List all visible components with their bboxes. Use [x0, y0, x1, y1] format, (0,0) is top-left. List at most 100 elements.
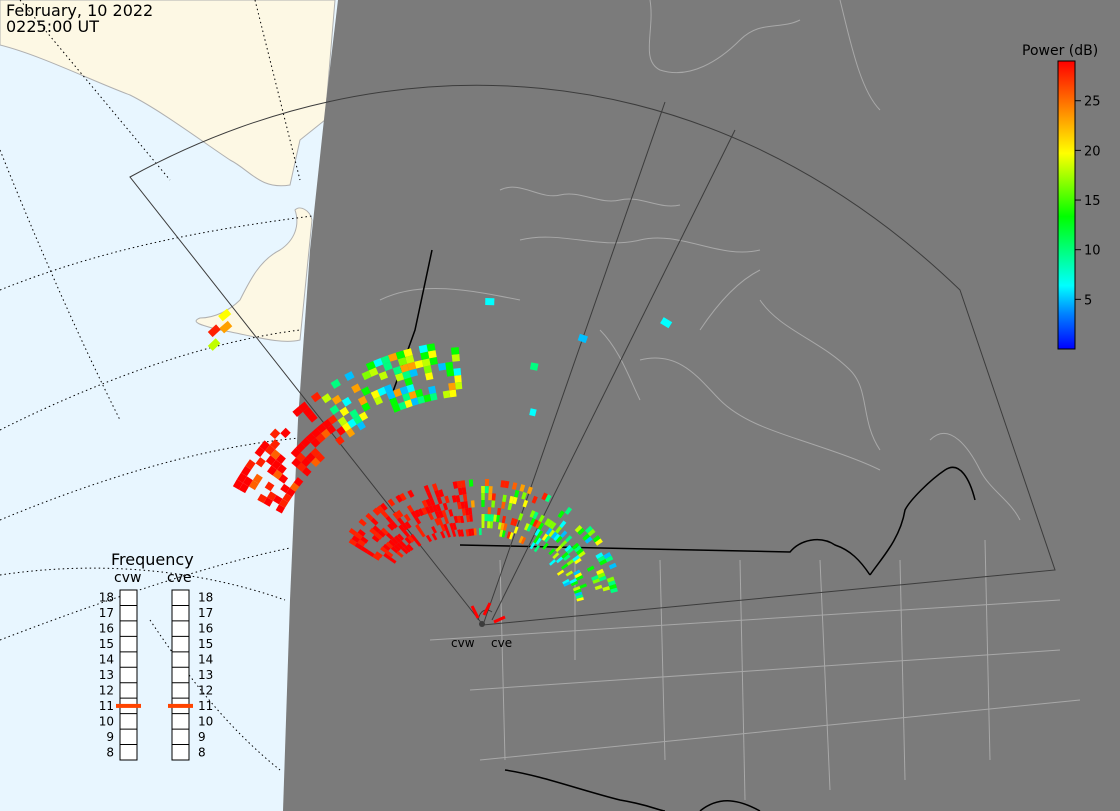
echo-cell: [518, 535, 524, 544]
frequency-label-right: 9: [198, 730, 206, 744]
echo-cell: [257, 493, 267, 504]
echo-cell: [396, 542, 404, 550]
echo-cell: [272, 469, 283, 480]
echo-cell: [491, 500, 496, 508]
echo-cell: [370, 517, 379, 526]
echo-cell: [407, 361, 417, 371]
echo-cell: [485, 298, 495, 306]
echo-cell: [461, 508, 466, 516]
frequency-label-right: 17: [198, 606, 213, 620]
echo-cell: [239, 483, 249, 494]
echo-cell: [366, 550, 375, 557]
echo-cell: [327, 414, 338, 425]
echo-cell: [383, 552, 391, 560]
echo-cell: [598, 575, 607, 582]
echo-cell: [348, 538, 357, 546]
echo-cell: [496, 514, 500, 523]
echo-cell: [395, 350, 406, 360]
colorbar-tick-label: 25: [1084, 95, 1101, 110]
echo-cell: [550, 531, 558, 539]
echo-cell: [361, 370, 372, 381]
echo-cell: [562, 578, 570, 585]
echo-cell: [301, 457, 311, 467]
echo-cell: [403, 348, 413, 358]
radar-beam-mark: [470, 605, 480, 619]
echo-cell: [493, 514, 497, 522]
echo-cell: [373, 396, 383, 406]
frequency-label-right: 18: [198, 591, 213, 605]
echo-cell: [603, 552, 612, 559]
echo-cell: [419, 529, 426, 538]
echo-cell: [490, 514, 494, 522]
echo-cell: [415, 524, 422, 532]
echo-cell: [572, 586, 581, 592]
echo-cell: [431, 483, 439, 492]
echo-cell: [592, 535, 601, 543]
echo-cell: [242, 476, 253, 487]
echo-cell: [410, 397, 419, 406]
echo-cell: [425, 372, 434, 381]
frequency-label-right: 15: [198, 637, 213, 651]
echo-cell: [404, 536, 412, 545]
echo-cell: [361, 386, 371, 396]
echo-cell: [267, 491, 277, 501]
echo-cell: [534, 528, 541, 536]
echo-cell: [451, 529, 457, 537]
echo-cell: [435, 503, 442, 512]
echo-cell: [386, 532, 394, 540]
echo-cell: [468, 507, 473, 515]
echo-cell: [390, 546, 399, 554]
echo-cell: [518, 513, 524, 521]
echo-cell: [358, 411, 369, 421]
echo-cell: [424, 506, 431, 514]
echo-cell: [315, 452, 325, 463]
frequency-label-right: 10: [198, 714, 213, 728]
frequency-label-left: 11: [99, 699, 114, 713]
echo-cell: [443, 516, 450, 525]
echo-cell: [548, 548, 556, 556]
echo-cell: [457, 501, 462, 510]
echo-cell: [587, 528, 596, 537]
echo-cell: [571, 542, 580, 550]
echo-cell: [270, 449, 281, 460]
echo-cell: [520, 536, 527, 545]
echo-cell: [369, 527, 378, 536]
echo-cell: [399, 363, 410, 373]
echo-cell: [548, 529, 555, 538]
echo-cell: [608, 580, 616, 586]
echo-cell: [370, 389, 381, 399]
echo-cell: [372, 554, 381, 561]
echo-cell: [526, 524, 533, 532]
echo-cell: [660, 317, 673, 329]
echo-cell: [393, 388, 402, 398]
echo-cell: [316, 423, 327, 434]
echo-cell: [533, 536, 540, 544]
echo-cell: [310, 457, 321, 467]
echo-cell: [504, 480, 510, 489]
echo-cell: [356, 421, 366, 431]
echo-cell: [315, 433, 326, 444]
echo-cell: [399, 540, 407, 548]
echo-cell: [437, 362, 447, 371]
echo-cell: [417, 508, 425, 517]
colorbar-tick-label: 20: [1084, 144, 1101, 159]
echo-cell: [322, 419, 332, 429]
echo-cell: [572, 555, 580, 562]
echo-cell: [391, 403, 401, 413]
echo-cell: [423, 394, 432, 403]
echo-cell: [538, 514, 545, 523]
echo-cell: [556, 556, 564, 564]
echo-cell: [296, 462, 307, 472]
echo-cell: [421, 358, 431, 367]
echo-cell: [544, 535, 551, 543]
echo-cell: [574, 591, 583, 597]
echo-cell: [388, 352, 398, 362]
echo-cell: [389, 397, 399, 407]
echo-cell: [597, 572, 606, 579]
echo-cell: [442, 502, 449, 511]
echo-cell: [434, 489, 441, 498]
echo-cell: [273, 495, 283, 505]
echo-cell: [341, 396, 352, 407]
echo-cell: [592, 578, 601, 584]
